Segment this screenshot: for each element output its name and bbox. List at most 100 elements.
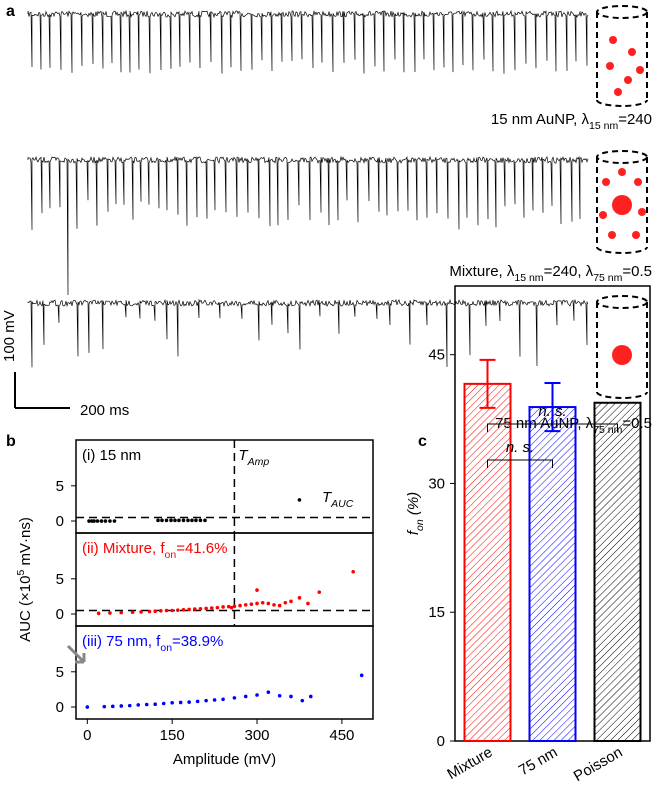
point	[170, 608, 174, 613]
arrow	[66, 644, 86, 664]
y-tick-label: 5	[56, 478, 64, 495]
x-tick-label: Poisson	[571, 744, 626, 785]
point	[215, 605, 220, 610]
point	[119, 704, 124, 708]
point	[164, 518, 169, 523]
point	[308, 694, 313, 699]
point	[359, 673, 364, 678]
point	[159, 609, 163, 613]
point	[277, 603, 282, 608]
point	[136, 703, 141, 707]
point	[306, 601, 310, 606]
point	[99, 519, 104, 523]
point	[160, 518, 164, 523]
y-axis-label: fon (%)	[405, 492, 426, 535]
error-bar	[479, 358, 496, 409]
point	[156, 518, 160, 523]
point	[87, 519, 91, 523]
point	[221, 697, 225, 702]
text-part: (iii) 75 nm, f	[82, 633, 161, 650]
point	[194, 518, 198, 523]
point	[204, 606, 208, 611]
point	[243, 603, 248, 607]
point	[193, 607, 197, 611]
x-tick-label: 150	[160, 727, 185, 744]
trace-label: 15 nm AuNP, λ15 nm=240	[491, 111, 652, 132]
point	[85, 705, 90, 709]
point	[255, 588, 259, 592]
point	[226, 604, 231, 609]
point	[260, 600, 265, 605]
text-part: T	[322, 489, 333, 506]
y-tick-label: 15	[428, 604, 445, 621]
point	[139, 610, 143, 614]
bar	[528, 406, 577, 742]
point	[103, 519, 108, 523]
text-part: AUC (×10	[17, 576, 34, 642]
point	[181, 518, 186, 523]
subplot-title: (i) 15 nm	[82, 447, 141, 464]
point	[289, 694, 293, 699]
point	[147, 609, 152, 614]
text-part: =41.6%	[176, 540, 227, 557]
trace	[27, 298, 589, 368]
error-bar	[544, 382, 561, 433]
point	[209, 606, 214, 610]
trace	[27, 9, 589, 74]
particle-dots	[599, 36, 646, 365]
point	[300, 698, 305, 703]
text-part: Mixture, λ	[449, 263, 515, 280]
point	[283, 600, 288, 605]
point	[119, 610, 124, 615]
point	[249, 602, 254, 606]
point	[169, 518, 173, 523]
point	[187, 607, 191, 612]
point	[277, 693, 282, 698]
panel-label: a	[6, 3, 15, 20]
text-part: on	[160, 642, 172, 654]
point	[95, 519, 100, 523]
point	[198, 606, 203, 611]
point	[221, 605, 225, 609]
x-axis-label: Amplitude (mV)	[173, 751, 276, 768]
threshold-label: TAmp	[238, 447, 269, 468]
text-part: (i) 15 nm	[82, 447, 141, 464]
point	[164, 608, 169, 613]
text-part: AUC	[330, 498, 354, 510]
point	[266, 601, 271, 606]
point	[108, 611, 112, 615]
y-tick-label: 0	[56, 513, 64, 530]
point	[317, 590, 322, 594]
text-part: on	[165, 549, 177, 561]
point	[108, 519, 112, 523]
y-tick-label: 0	[437, 733, 445, 750]
point	[351, 569, 356, 574]
point	[243, 694, 248, 699]
point	[232, 696, 237, 700]
point	[178, 700, 183, 705]
text-part: Amp	[247, 456, 270, 468]
point	[289, 599, 293, 604]
text-part: 5	[15, 570, 27, 576]
point	[92, 519, 96, 523]
trace-label: Mixture, λ15 nm=240, λ75 nm=0.5	[449, 263, 652, 284]
text-part: 75 nm	[593, 272, 622, 284]
annotation: n. s.	[506, 439, 534, 456]
text-part: on	[414, 519, 426, 531]
x-tick-label: Mixture	[444, 744, 495, 783]
text-part: mV·ns)	[17, 517, 34, 570]
point	[229, 605, 234, 610]
text-part: 15 nm	[589, 120, 618, 132]
subplot-title: (ii) Mixture, fon=41.6%	[82, 540, 227, 561]
point	[153, 609, 157, 614]
text-part: 15 nm	[514, 272, 543, 284]
subplot-frame	[75, 625, 374, 720]
y-tick-label: 0	[56, 699, 64, 716]
point	[161, 701, 166, 706]
point	[255, 601, 259, 606]
trace	[27, 155, 589, 296]
point	[203, 518, 207, 523]
scale-label: 200 ms	[80, 402, 129, 419]
point	[255, 693, 259, 697]
panel-label: c	[418, 433, 427, 450]
